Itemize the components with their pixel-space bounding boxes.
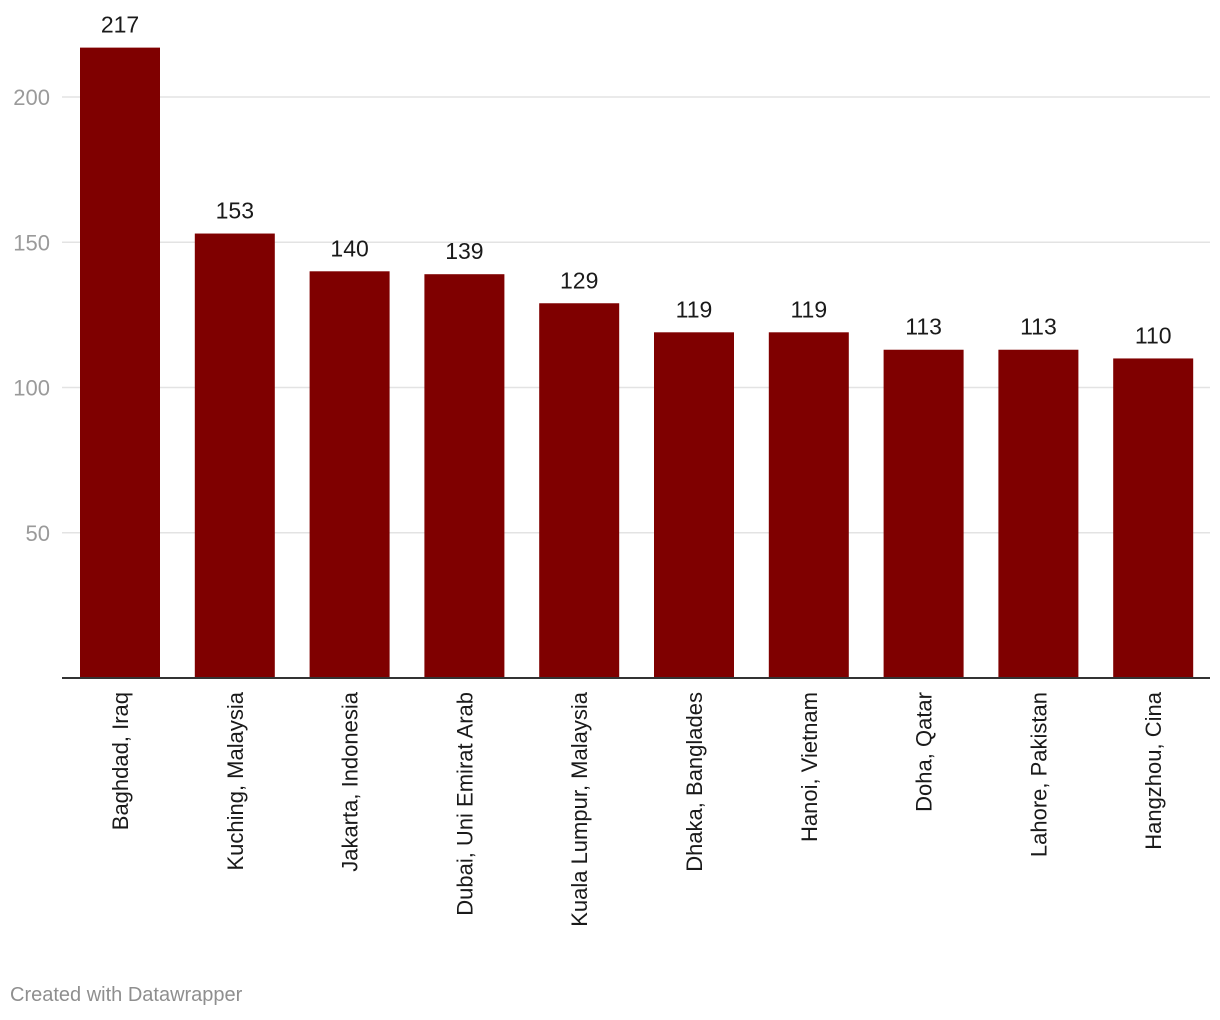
category-label: Kuching, Malaysia: [223, 691, 248, 870]
bar: [654, 332, 734, 678]
bar: [424, 274, 505, 678]
bar-value-label: 129: [560, 267, 598, 293]
category-label: Baghdad, Iraq: [108, 692, 133, 830]
category-label: Dubai, Uni Emirat Arab: [452, 692, 477, 916]
category-label: Hanoi, Vietnam: [797, 692, 822, 842]
category-label: Doha, Qatar: [912, 692, 937, 812]
bar-value-label: 113: [905, 314, 942, 340]
y-axis-tick-labels: 50 100 150 200: [13, 85, 50, 546]
bar: [539, 303, 620, 678]
category-labels: Baghdad, Iraq Kuching, Malaysia Jakarta, I…: [108, 691, 1166, 927]
bars: [80, 47, 1194, 679]
bar-value-label: 119: [790, 296, 827, 322]
category-label: Kuala Lumpur, Malaysia: [567, 691, 592, 927]
y-tick-label: 150: [13, 230, 50, 255]
bar-value-label: 140: [330, 235, 368, 261]
bar-value-label: 110: [1135, 322, 1172, 348]
category-label: Dhaka, Banglades: [682, 692, 707, 872]
y-tick-label: 100: [13, 376, 50, 401]
bar-value-label: 217: [101, 12, 139, 38]
category-label: Lahore, Pakistan: [1026, 692, 1051, 857]
category-label: Hangzhou, Cina: [1141, 691, 1166, 850]
bar: [309, 271, 390, 678]
bar-value-label: 139: [445, 238, 483, 264]
bar-value-label: 153: [216, 198, 254, 224]
bar: [883, 349, 964, 678]
y-tick-label: 200: [13, 85, 50, 110]
datawrapper-credit: Created with Datawrapper: [10, 984, 243, 1006]
category-label: Jakarta, Indonesia: [338, 691, 363, 872]
bar: [768, 332, 849, 678]
y-tick-label: 50: [26, 521, 50, 546]
bar: [80, 47, 160, 679]
bar-value-label: 119: [676, 296, 713, 322]
bar: [194, 233, 275, 678]
value-labels: 217 153 140 139 129 119 119 113 113 110: [101, 12, 1172, 349]
bar: [998, 349, 1079, 678]
bar: [1113, 358, 1194, 678]
bar-value-label: 113: [1020, 314, 1057, 340]
